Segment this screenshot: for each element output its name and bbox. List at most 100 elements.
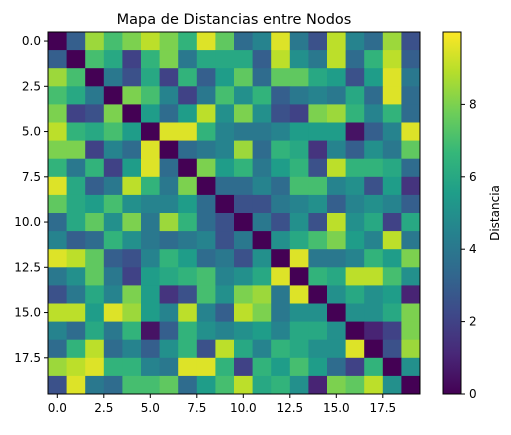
heatmap-cell <box>159 140 179 160</box>
heatmap-cell <box>271 68 291 87</box>
heatmap-cell <box>215 32 235 51</box>
heatmap-cell <box>103 303 123 322</box>
heatmap-cell <box>66 158 86 178</box>
heatmap-cell <box>382 86 402 105</box>
heatmap-cell <box>48 86 67 105</box>
heatmap-cell <box>252 249 272 268</box>
heatmap-cell <box>289 104 309 123</box>
heatmap-cell <box>48 321 67 341</box>
heatmap-cell <box>382 50 402 69</box>
heatmap-cell <box>215 86 235 105</box>
heatmap-cell <box>196 86 216 105</box>
heatmap-cell <box>66 140 86 160</box>
heatmap-cell <box>308 158 328 178</box>
heatmap-cell <box>289 140 309 160</box>
heatmap-cell <box>252 339 272 359</box>
heatmap-cell <box>382 176 402 196</box>
heatmap-cell <box>234 158 253 178</box>
heatmap-cell <box>48 50 67 69</box>
heatmap-cell <box>345 140 365 160</box>
heatmap-cell <box>103 213 123 232</box>
heatmap-cell <box>48 375 67 395</box>
heatmap-cell <box>85 158 105 178</box>
heatmap-cell <box>252 303 272 322</box>
heatmap-cell <box>48 32 67 51</box>
heatmap-cell <box>327 50 346 69</box>
heatmap-cell <box>103 375 123 395</box>
heatmap-cell <box>141 357 160 377</box>
heatmap-cell <box>345 50 365 69</box>
heatmap-cell <box>48 249 67 268</box>
heatmap-cell <box>382 375 402 395</box>
heatmap-cell <box>48 176 67 196</box>
heatmap-cell <box>215 357 235 377</box>
heatmap-cell <box>196 122 216 141</box>
heatmap-cell <box>364 267 384 286</box>
heatmap-cell <box>252 285 272 304</box>
heatmap-cell <box>271 194 291 214</box>
heatmap-cell <box>178 213 198 232</box>
heatmap-cell <box>178 50 198 69</box>
heatmap-cell <box>401 86 421 105</box>
heatmap-cell <box>85 285 105 304</box>
heatmap-cell <box>48 357 67 377</box>
heatmap-cell <box>327 321 346 341</box>
heatmap-cell <box>159 104 179 123</box>
heatmap-cell <box>271 86 291 105</box>
heatmap-cell <box>252 213 272 232</box>
x-tick-label: 17.5 <box>369 401 396 415</box>
heatmap-cell <box>271 32 291 51</box>
heatmap-cell <box>159 321 179 341</box>
heatmap-cell <box>66 86 86 105</box>
heatmap-cell <box>103 339 123 359</box>
heatmap-cell <box>196 231 216 250</box>
heatmap-cell <box>159 357 179 377</box>
heatmap-cell <box>289 249 309 268</box>
heatmap-cell <box>103 176 123 196</box>
heatmap-cell <box>103 285 123 304</box>
heatmap-cell <box>382 158 402 178</box>
heatmap-cell <box>234 357 253 377</box>
heatmap-cell <box>103 194 123 214</box>
heatmap-cell <box>382 194 402 214</box>
heatmap-cell <box>289 357 309 377</box>
heatmap-cell <box>66 249 86 268</box>
heatmap-cell <box>159 176 179 196</box>
heatmap-cell <box>103 140 123 160</box>
heatmap-cell <box>234 303 253 322</box>
heatmap-cell <box>48 158 67 178</box>
heatmap-cell <box>215 231 235 250</box>
heatmap-cell <box>215 140 235 160</box>
heatmap-cell <box>345 249 365 268</box>
heatmap-cell <box>141 267 160 286</box>
heatmap-cell <box>141 104 160 123</box>
heatmap-cell <box>345 285 365 304</box>
heatmap-cell <box>308 104 328 123</box>
heatmap-cell <box>289 122 309 141</box>
plot-frame <box>47 31 421 395</box>
heatmap-cell <box>401 50 421 69</box>
heatmap-cell <box>85 50 105 69</box>
heatmap-cell <box>178 303 198 322</box>
heatmap-cell <box>122 50 142 69</box>
heatmap-cell <box>327 194 346 214</box>
heatmap-cell <box>252 375 272 395</box>
heatmap-cell <box>122 104 142 123</box>
heatmap-cell <box>215 267 235 286</box>
heatmap-cell <box>345 122 365 141</box>
heatmap-cell <box>215 194 235 214</box>
heatmap-cell <box>196 285 216 304</box>
heatmap-cell <box>85 231 105 250</box>
heatmap-cell <box>289 158 309 178</box>
heatmap-cell <box>48 339 67 359</box>
heatmap-cell <box>271 104 291 123</box>
heatmap-cell <box>66 285 86 304</box>
heatmap-cell <box>159 339 179 359</box>
heatmap-cell <box>141 321 160 341</box>
heatmap-cell <box>271 339 291 359</box>
heatmap-cell <box>308 176 328 196</box>
heatmap-cell <box>234 249 253 268</box>
heatmap-cell <box>141 375 160 395</box>
heatmap-cell <box>66 50 86 69</box>
heatmap-cell <box>48 267 67 286</box>
